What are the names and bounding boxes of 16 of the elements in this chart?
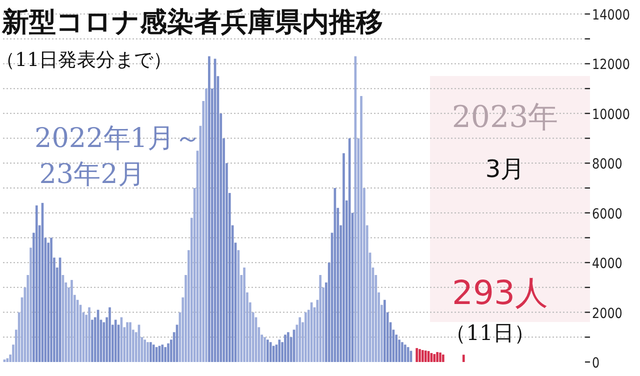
annotation: 2023年 bbox=[452, 100, 558, 135]
y-tick-label: 4000 bbox=[592, 256, 628, 272]
y-tick-label: 14000 bbox=[592, 8, 637, 24]
text: （11日発表分まで） bbox=[0, 49, 172, 71]
y-tick-label: 12000 bbox=[592, 57, 637, 74]
y-tick-label: 2000 bbox=[592, 306, 628, 322]
y-tick-label: 8000 bbox=[592, 156, 628, 173]
chart-title: 新型コロナ感染者兵庫県内推移 bbox=[1, 7, 383, 38]
annotation: 23年2月 bbox=[39, 159, 145, 190]
annotation: 293人 bbox=[452, 273, 548, 312]
y-tick-label: 6000 bbox=[592, 206, 628, 222]
y-tick-label: 0 bbox=[592, 356, 601, 372]
annotation: 2022年1月～ bbox=[34, 123, 202, 154]
annotation: （11日） bbox=[445, 321, 535, 345]
annotation: 3月 bbox=[485, 155, 525, 183]
y-tick-label: 10000 bbox=[592, 106, 637, 123]
